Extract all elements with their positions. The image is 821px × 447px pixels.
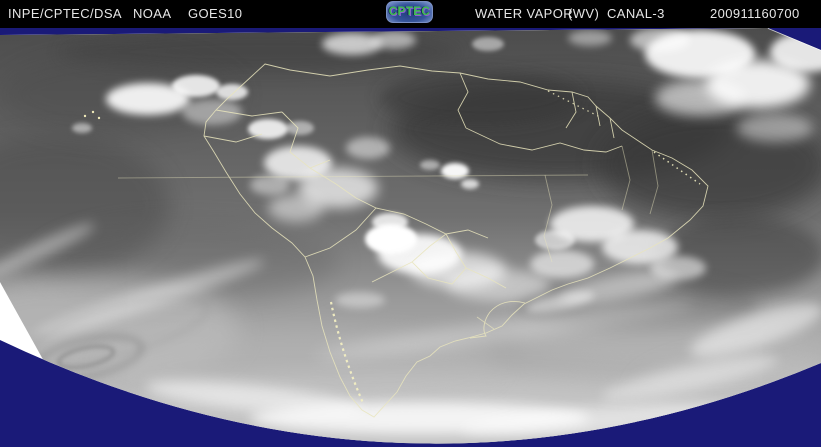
wv-field [0,28,821,444]
header-bar: INPE/CPTEC/DSA NOAA GOES10 WATER VAPOR (… [0,0,821,28]
timestamp-label: 200911160700 [710,6,800,21]
cptec-logo-icon: CPTEC [386,1,433,23]
country-borders [117,63,709,418]
product-abbr-label: (WV) [568,6,600,21]
channel-label: CANAL-3 [607,6,665,21]
satellite-label: GOES10 [188,6,243,21]
andes-speckles [83,90,701,404]
agency-label: INPE/CPTEC/DSA [8,6,122,21]
cloud-layer [0,28,821,437]
noaa-label: NOAA [133,6,172,21]
product-label: WATER VAPOR [475,6,574,21]
